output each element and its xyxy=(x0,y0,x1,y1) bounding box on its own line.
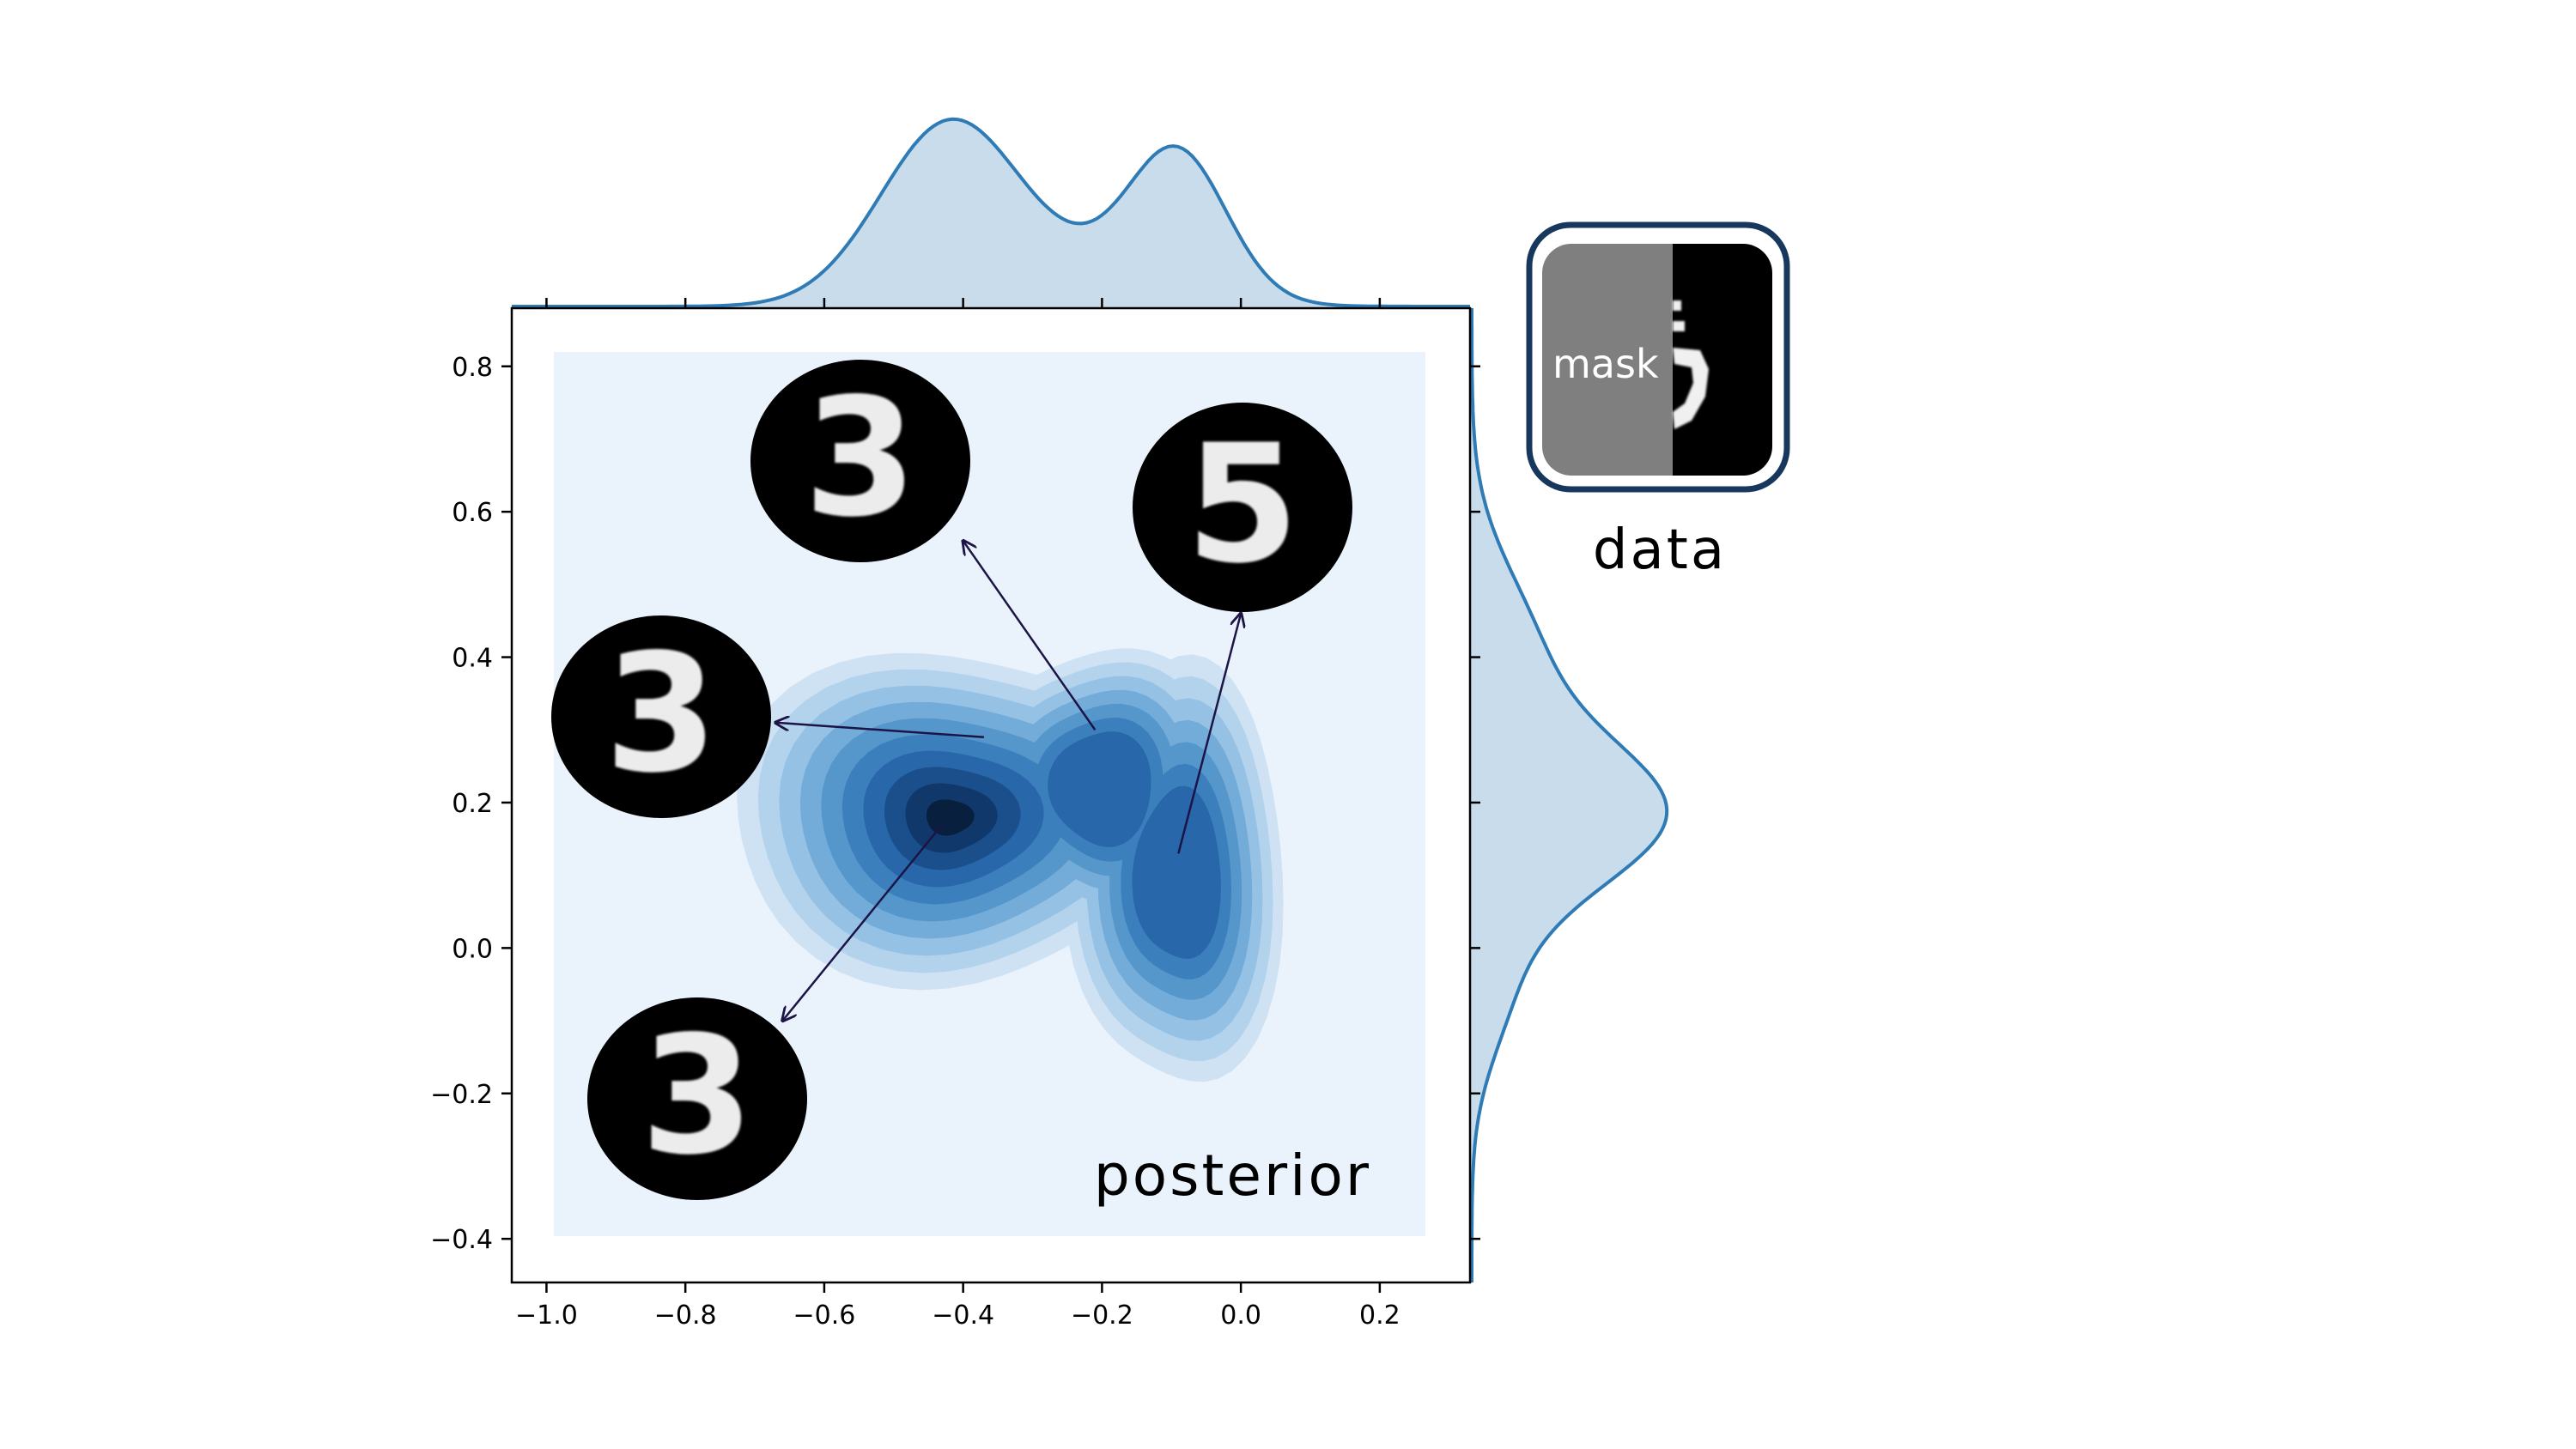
inset-mask-region xyxy=(1542,244,1673,476)
digit-glyph: 3 xyxy=(641,1001,754,1191)
x-tick-label: 0.2 xyxy=(1359,1300,1400,1331)
x-tick-label: 0.0 xyxy=(1220,1300,1261,1331)
x-tick-label: −0.2 xyxy=(1071,1300,1133,1331)
plot-frame xyxy=(510,306,1472,1284)
digit-sample-thumbnail xyxy=(1133,403,1352,612)
x-tick-label: −0.6 xyxy=(793,1300,855,1331)
kde-contours xyxy=(737,648,1284,1082)
digit-glyph: 3 xyxy=(605,619,718,809)
top-marginal-kde xyxy=(512,117,1470,308)
digit-sample-thumbnail xyxy=(750,360,970,562)
y-axis: −0.4 −0.2 0.0 0.2 0.4 0.6 0.8 xyxy=(430,353,1480,1255)
partial-digit-strokes xyxy=(1673,300,1709,429)
top-marginal-fill xyxy=(512,118,1470,308)
digit-sample-thumbnail xyxy=(551,615,771,818)
x-tick-label: −0.4 xyxy=(932,1300,994,1331)
right-marginal-fill xyxy=(1470,308,1668,1282)
y-tick-label: −0.2 xyxy=(430,1080,493,1110)
digit-glyph: 3 xyxy=(804,363,917,553)
x-axis: −1.0 −0.8 −0.6 −0.4 −0.2 0.0 0.2 xyxy=(515,298,1400,1331)
y-tick-label: 0.8 xyxy=(452,353,493,383)
sample-arrow xyxy=(963,541,1097,731)
top-marginal-line xyxy=(512,117,1470,308)
y-tick-label: 0.4 xyxy=(452,644,493,674)
digit-glyph: 5 xyxy=(1186,409,1299,599)
data-inset: mask data xyxy=(1526,221,1790,582)
digit-sample-thumbnail xyxy=(587,997,807,1200)
data-caption: data xyxy=(1593,518,1727,582)
x-tick-label: −0.8 xyxy=(654,1300,717,1331)
right-marginal-kde xyxy=(1470,308,1669,1282)
y-tick-label: −0.4 xyxy=(430,1225,493,1255)
y-tick-label: 0.6 xyxy=(452,498,493,528)
kde-contour-level xyxy=(1048,731,1151,847)
posterior-annotation: posterior xyxy=(1094,1143,1371,1209)
mask-label: mask xyxy=(1552,341,1659,387)
right-marginal-line xyxy=(1470,308,1669,1282)
y-tick-label: 0.2 xyxy=(452,789,493,819)
sample-arrow xyxy=(1177,614,1241,854)
sample-arrows xyxy=(775,541,1241,1021)
kde-contour-level xyxy=(927,799,975,836)
y-tick-label: 0.0 xyxy=(452,934,493,964)
digit-samples: 33 53 xyxy=(551,360,1352,1200)
x-tick-label: −1.0 xyxy=(515,1300,578,1331)
sample-arrow xyxy=(775,723,985,738)
kde-contour-level xyxy=(1132,785,1221,959)
sample-arrow xyxy=(782,823,944,1021)
